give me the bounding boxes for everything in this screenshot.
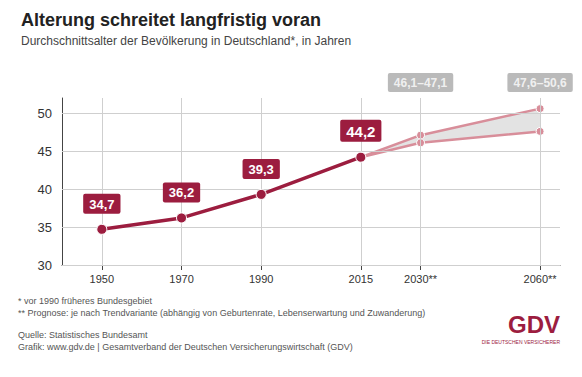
svg-text:34,7: 34,7 <box>89 197 114 212</box>
svg-text:** Prognose: je nach Trendvari: ** Prognose: je nach Trendvariante (abhä… <box>18 308 425 318</box>
svg-text:46,1–47,1: 46,1–47,1 <box>394 76 448 90</box>
svg-text:Grafik: www.gdv.de | Gesamtver: Grafik: www.gdv.de | Gesamtverband der D… <box>18 342 353 352</box>
svg-text:30: 30 <box>38 258 52 273</box>
svg-text:45: 45 <box>38 144 52 159</box>
svg-text:2060**: 2060** <box>524 273 558 285</box>
svg-text:40: 40 <box>38 182 52 197</box>
svg-text:1950: 1950 <box>90 273 114 285</box>
svg-text:1970: 1970 <box>169 273 193 285</box>
svg-text:47,6–50,6: 47,6–50,6 <box>513 76 567 90</box>
svg-text:1990: 1990 <box>249 273 273 285</box>
svg-text:2030**: 2030** <box>404 273 438 285</box>
svg-text:44,2: 44,2 <box>346 123 375 140</box>
svg-text:2015: 2015 <box>349 273 373 285</box>
svg-text:50: 50 <box>38 106 52 121</box>
svg-text:Alterung schreitet langfristig: Alterung schreitet langfristig voran <box>21 10 321 30</box>
svg-text:DIE DEUTSCHEN VERSICHERER: DIE DEUTSCHEN VERSICHERER <box>482 339 561 345</box>
svg-text:Durchschnittsalter der Bevölke: Durchschnittsalter der Bevölkerung in De… <box>21 34 351 48</box>
svg-text:39,3: 39,3 <box>249 162 274 177</box>
svg-text:35: 35 <box>38 220 52 235</box>
svg-text:36,2: 36,2 <box>169 185 194 200</box>
svg-text:GDV: GDV <box>508 311 560 338</box>
svg-text:Quelle: Statistisches Bundesam: Quelle: Statistisches Bundesamt <box>18 330 148 340</box>
svg-text:* vor 1990 früheres Bundesgebi: * vor 1990 früheres Bundesgebiet <box>18 296 153 306</box>
